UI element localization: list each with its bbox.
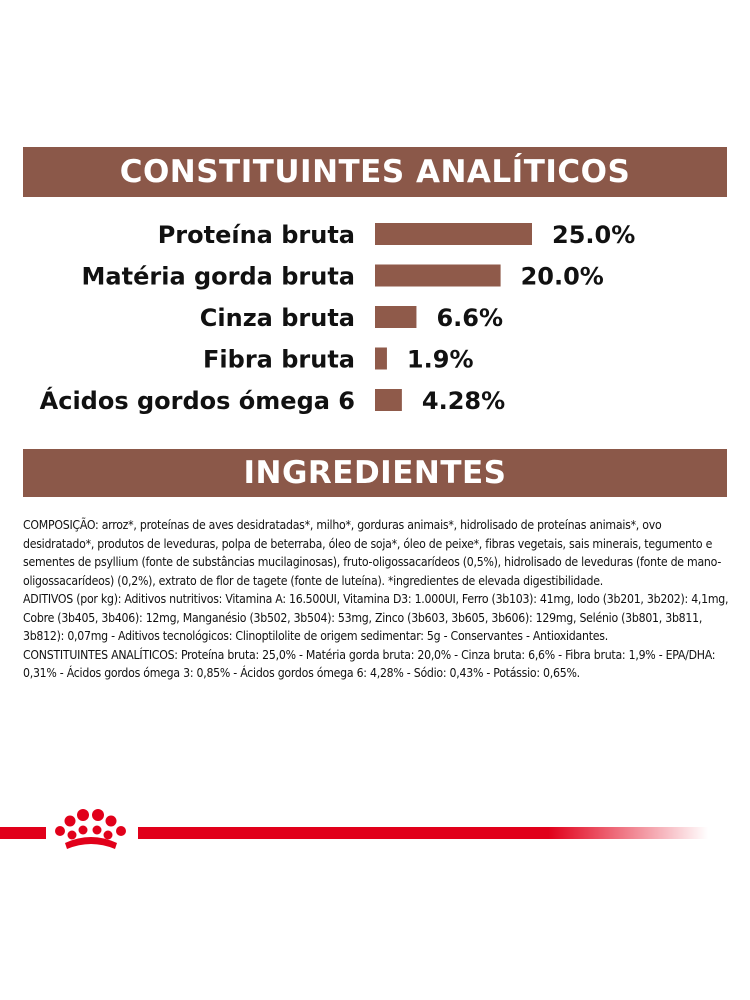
composition-paragraph: COMPOSIÇÃO: arroz*, proteínas de aves de… [23, 518, 722, 588]
category-label-materia-gorda-bruta: Matéria gorda bruta [82, 263, 355, 291]
analytics-banner: CONSTITUINTES ANALÍTICOS [23, 147, 727, 197]
value-label-acidos-gordos-omega-6: 4.28% [422, 387, 505, 415]
category-label-acidos-gordos-omega-6: Ácidos gordos ómega 6 [40, 386, 355, 415]
value-label-materia-gorda-bruta: 20.0% [521, 263, 604, 291]
value-label-proteina-bruta: 25.0% [552, 221, 635, 249]
analytics-paragraph: CONSTITUINTES ANALÍTICOS: Proteína bruta… [23, 647, 716, 681]
ingredients-banner: INGREDIENTES [23, 449, 727, 497]
category-label-fibra-bruta: Fibra bruta [203, 346, 355, 374]
category-label-cinza-bruta: Cinza bruta [200, 304, 355, 332]
additives-paragraph: ADITIVOS (por kg): Aditivos nutritivos: … [23, 592, 729, 643]
bar-proteina-bruta [375, 223, 532, 245]
footer-red-line [0, 827, 708, 839]
value-label-cinza-bruta: 6.6% [436, 304, 503, 332]
royal-canin-crown-icon [55, 809, 126, 849]
analytics-bar-chart: Proteína bruta 25.0% Matéria gorda bruta 20… [40, 221, 636, 415]
value-label-fibra-bruta: 1.9% [407, 346, 474, 374]
bar-acidos-gordos-omega-6 [375, 389, 402, 411]
ingredients-text: COMPOSIÇÃO: arroz*, proteínas de aves de… [23, 516, 733, 683]
bar-cinza-bruta [375, 306, 417, 328]
bar-materia-gorda-bruta [375, 264, 501, 287]
bar-fibra-bruta [375, 347, 387, 370]
category-label-proteina-bruta: Proteína bruta [158, 221, 355, 249]
